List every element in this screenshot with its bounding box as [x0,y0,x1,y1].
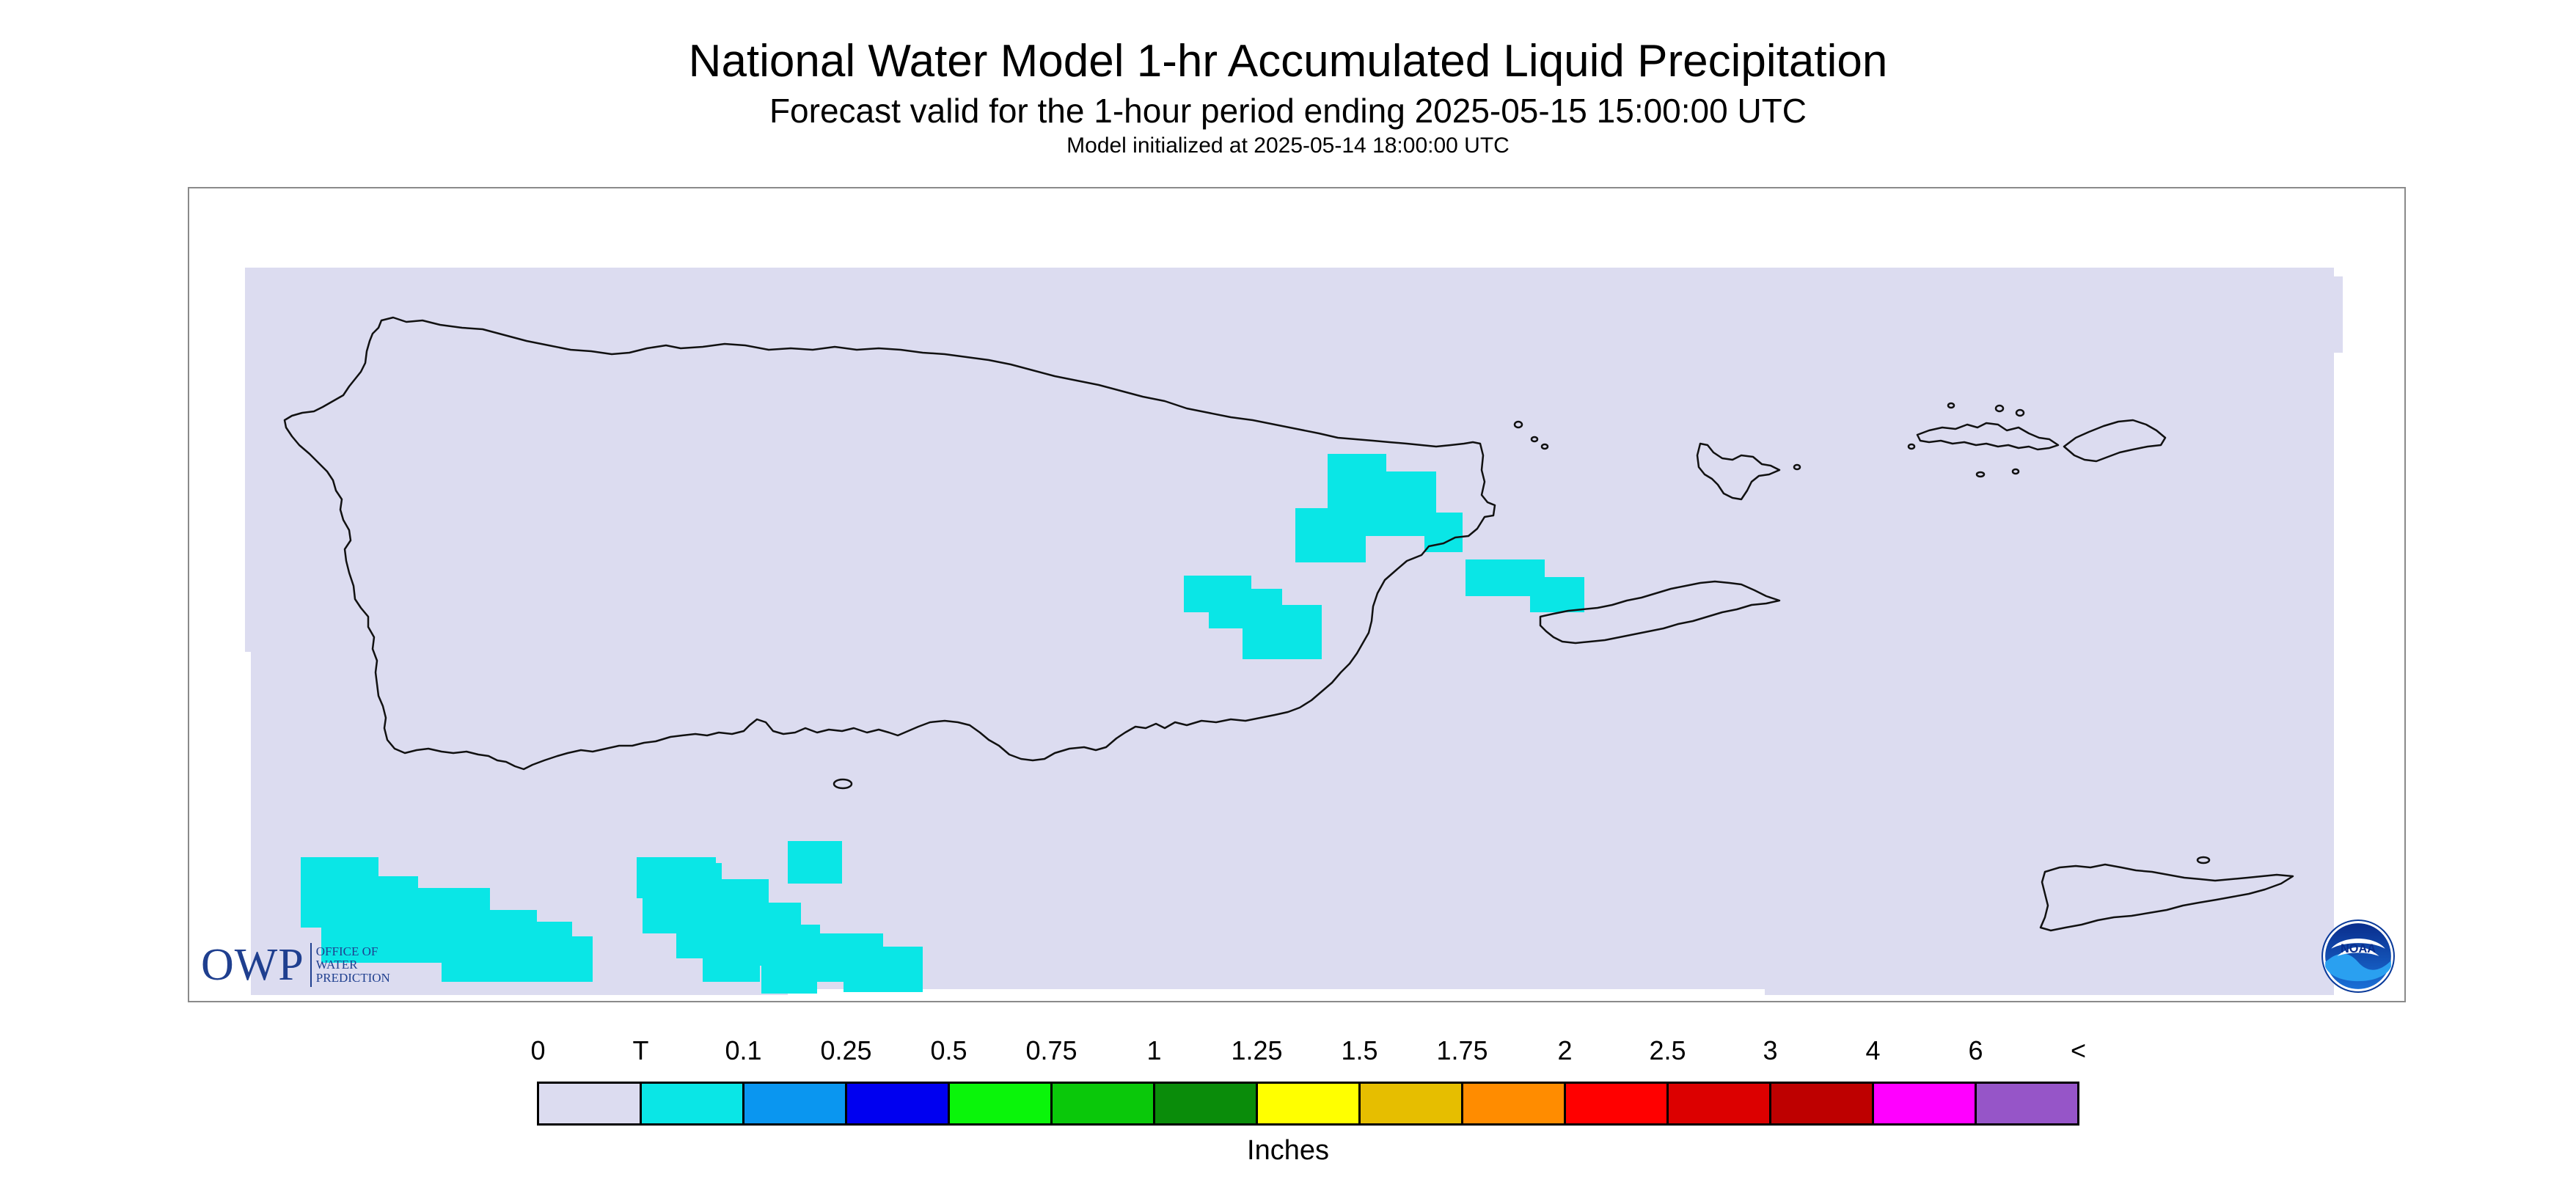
legend-label-12: 3 [1763,1035,1778,1065]
coastline-puerto-rico [283,316,1496,771]
coastline-cayo-3 [1540,443,1549,450]
precipitation-map [239,268,2343,995]
map-subtitle: Forecast valid for the 1-hour period end… [769,92,1807,130]
legend-label-10: 2 [1557,1035,1573,1065]
map-panel: OWP OFFICE OF WATER PREDICTION NOAA [188,187,2406,1002]
legend-swatch-3 [847,1084,950,1123]
legend-swatch-14 [1977,1084,2077,1123]
legend-label-1: T [632,1035,649,1065]
model-init-time: Model initialized at 2025-05-14 18:00:00… [1066,133,1510,158]
legend-swatch-1 [642,1084,744,1123]
legend-swatch-4 [950,1084,1053,1123]
map-title: National Water Model 1-hr Accumulated Li… [688,36,1888,87]
legend-label-5: 0.75 [1025,1035,1077,1065]
coastline-cayo-5 [1947,402,1955,409]
coastline-st-john [2063,419,2167,463]
coastline-caja-de-muerto [833,778,853,790]
coastline-cayo-10 [2011,468,2020,475]
coastline-st-thomas [1916,422,2060,451]
precip-cell-east-pr [1295,454,1463,562]
legend-labels: 0 T 0.1 0.25 0.5 0.75 1 1.25 1.5 1.75 2 2.5 3 4 6 < [0,1035,2576,1072]
precip-cell-east-pr-south [1184,576,1322,659]
legend-swatch-5 [1053,1084,1155,1123]
coastlines [283,316,2294,932]
owp-logo-words: OFFICE OF WATER PREDICTION [316,945,390,985]
legend-label-8: 1.5 [1341,1035,1378,1065]
legend-swatch-9 [1463,1084,1566,1123]
legend-label-13: 4 [1865,1035,1881,1065]
precip-cell-sw-1 [301,857,593,982]
legend-units: Inches [1247,1135,1329,1166]
legend-swatch-6 [1155,1084,1258,1123]
legend-swatch-10 [1566,1084,1669,1123]
coastline-cayo-4 [1793,463,1801,471]
owp-logo-divider [310,943,312,987]
owp-logo: OWP OFFICE OF WATER PREDICTION [201,941,390,989]
legend-swatch-8 [1361,1084,1463,1123]
legend-label-11: 2.5 [1649,1035,1686,1065]
noaa-logo: NOAA [2321,919,2395,993]
legend-label-6: 1 [1146,1035,1162,1065]
legend-label-7: 1.25 [1231,1035,1283,1065]
legend-label-4: 0.5 [930,1035,967,1065]
coastline-vieques [1539,580,1781,645]
coastline-cayo-8 [1907,443,1916,450]
precip-cell-sw-3 [788,841,842,884]
precip-cell-vieques [1466,559,1584,612]
precip-cells [301,454,1584,994]
owp-logo-word-2: WATER [315,958,358,972]
legend-label-2: 0.1 [725,1035,762,1065]
legend-swatch-7 [1258,1084,1361,1123]
legend-label-0: 0 [530,1035,546,1065]
precip-cell-sw-2 [637,857,923,994]
legend-swatch-2 [744,1084,847,1123]
legend-swatch-12 [1771,1084,1874,1123]
coastline-cayo-11 [2196,856,2211,865]
legend-label-9: 1.75 [1436,1035,1488,1065]
coastline-cayo-1 [1513,420,1523,429]
legend-swatch-0 [539,1084,642,1123]
legend-label-3: 0.25 [820,1035,872,1065]
legend-label-15: < [2070,1035,2087,1065]
owp-logo-word-3: PREDICTION [315,971,390,985]
coastline-cayo-2 [1530,436,1539,443]
coastline-culebra [1696,442,1781,501]
noaa-logo-text: NOAA [2341,942,2376,955]
coastline-st-croix [2039,863,2294,932]
coastline-cayo-9 [1975,471,1986,478]
legend-swatch-11 [1669,1084,1771,1123]
coastline-cayo-7 [2015,408,2025,417]
owp-logo-letters: OWP [201,940,304,990]
coastline-cayo-6 [1994,404,2005,413]
legend-colorbar [537,1082,2079,1126]
owp-logo-word-1: OFFICE OF [315,944,378,958]
legend-swatch-13 [1874,1084,1977,1123]
legend-label-14: 6 [1968,1035,1983,1065]
